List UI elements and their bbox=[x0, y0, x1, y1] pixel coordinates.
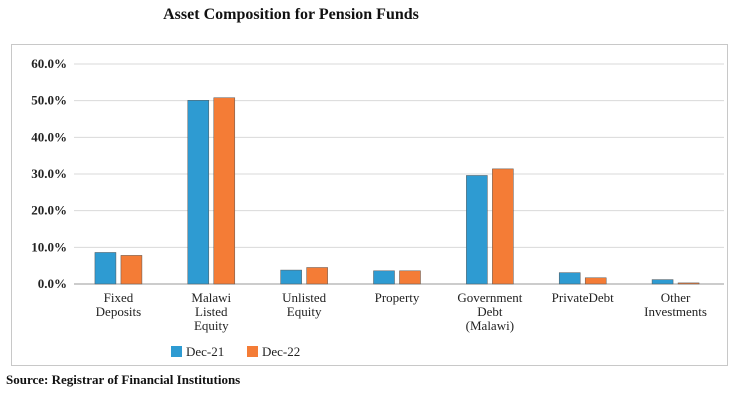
chart-frame bbox=[11, 44, 728, 366]
legend-swatch bbox=[247, 346, 258, 357]
bar-dec-22 bbox=[492, 168, 514, 285]
bar-dec-21 bbox=[651, 279, 674, 285]
x-category-label: Debt bbox=[477, 304, 503, 319]
x-category-label: Equity bbox=[287, 304, 322, 319]
x-category-label: Malawi bbox=[191, 290, 231, 305]
legend-swatch bbox=[171, 346, 182, 357]
y-tick-label: 0.0% bbox=[38, 276, 67, 291]
x-category-label: Property bbox=[375, 290, 420, 305]
legend-label: Dec-21 bbox=[186, 344, 224, 359]
bar-dec-21 bbox=[558, 272, 581, 285]
y-tick-label: 10.0% bbox=[31, 239, 67, 254]
y-tick-label: 60.0% bbox=[31, 56, 67, 71]
bar-dec-21 bbox=[187, 100, 210, 285]
bar-dec-22 bbox=[306, 267, 328, 285]
x-category-label: Investments bbox=[644, 304, 707, 319]
bar-dec-22 bbox=[584, 277, 607, 285]
y-tick-label: 50.0% bbox=[31, 93, 67, 108]
x-category-label: Other bbox=[661, 290, 691, 305]
x-category-label: Fixed bbox=[104, 290, 134, 305]
chart-title: Asset Composition for Pension Funds bbox=[163, 6, 419, 23]
bar-dec-22 bbox=[677, 282, 700, 285]
y-tick-label: 20.0% bbox=[31, 203, 67, 218]
y-tick-label: 40.0% bbox=[31, 129, 67, 144]
y-tick-label: 30.0% bbox=[31, 166, 67, 181]
bar-dec-21 bbox=[280, 269, 302, 285]
x-category-label: Listed bbox=[195, 304, 228, 319]
bar-dec-22 bbox=[213, 97, 236, 285]
bar-dec-22 bbox=[399, 270, 421, 285]
x-category-label: Government bbox=[457, 290, 522, 305]
x-category-label: Deposits bbox=[96, 304, 142, 319]
bar-dec-21 bbox=[466, 175, 488, 285]
legend-label: Dec-22 bbox=[262, 344, 300, 359]
x-category-label: Equity bbox=[194, 318, 229, 333]
x-category-label: PrivateDebt bbox=[552, 290, 614, 305]
x-category-label: Unlisted bbox=[282, 290, 327, 305]
bar-dec-21 bbox=[373, 270, 395, 285]
source-note: Source: Registrar of Financial Instituti… bbox=[6, 372, 241, 387]
bar-dec-22 bbox=[120, 255, 143, 285]
x-category-label: (Malawi) bbox=[466, 318, 514, 333]
bar-dec-21 bbox=[94, 252, 117, 285]
